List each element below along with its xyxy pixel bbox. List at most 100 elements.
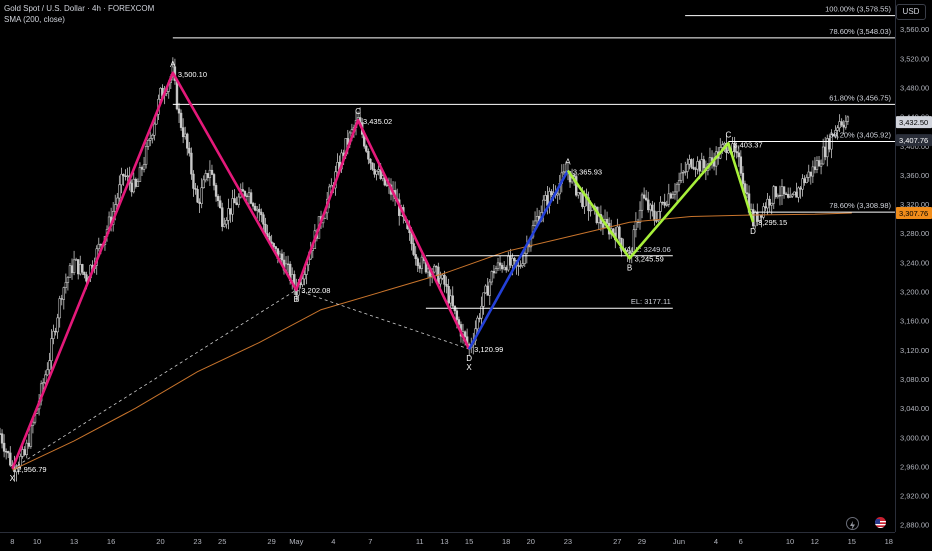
candle-body — [9, 452, 12, 466]
y-tick-label: 2,960.00 — [900, 462, 929, 471]
candle-body — [0, 433, 2, 435]
candle-body — [52, 330, 55, 339]
candle-body — [181, 127, 185, 138]
candle-body — [303, 274, 306, 280]
pattern-dashed-line — [296, 289, 470, 350]
x-tick-label: 23 — [193, 537, 201, 546]
candle-body — [31, 421, 35, 426]
candle-body — [601, 223, 605, 228]
candle-body — [661, 201, 664, 204]
candle-body — [764, 206, 767, 209]
candle-body — [694, 168, 697, 170]
candle-body — [435, 265, 438, 268]
candle-body — [809, 171, 813, 177]
candle-body — [64, 282, 68, 288]
price-tag-label: 3,432.50 — [899, 118, 928, 127]
candle-body — [120, 173, 123, 186]
y-tick-label: 3,520.00 — [900, 54, 929, 63]
fib-level-label: 100.00% (3,578.55) — [825, 5, 891, 14]
candle-body — [214, 185, 218, 197]
x-tick-label: Jun — [673, 537, 685, 546]
candle-body — [42, 382, 45, 385]
candle-body — [766, 198, 769, 209]
candle-body — [140, 167, 144, 170]
time-axis[interactable] — [0, 532, 895, 551]
x-tick-label: 29 — [267, 537, 275, 546]
candle-body — [237, 196, 240, 205]
candle-body — [274, 246, 277, 249]
candle-body — [663, 202, 666, 206]
candle-body — [124, 175, 127, 177]
x-tick-label: 4 — [714, 537, 718, 546]
indicator-label[interactable]: SMA (200, close) — [4, 15, 65, 24]
candle-body — [811, 166, 815, 177]
fib-level-label: 78.60% (3,308.98) — [829, 201, 891, 210]
pattern-point-letter: D — [750, 227, 756, 236]
y-tick-label: 3,240.00 — [900, 258, 929, 267]
candle-body — [245, 195, 249, 198]
candle-body — [227, 208, 230, 221]
candle-body — [83, 271, 86, 276]
candle-body — [336, 162, 339, 173]
candle-body — [192, 173, 195, 189]
candle-body — [375, 170, 378, 175]
chart-legend: Gold Spot / U.S. Dollar · 4h · FOREXCOM … — [4, 3, 154, 25]
candle-body — [805, 177, 808, 183]
lightning-icon[interactable] — [846, 517, 859, 530]
pattern-point-value: 3,120.99 — [474, 345, 503, 354]
candle-body — [74, 259, 78, 261]
candle-body — [772, 186, 775, 204]
candle-body — [85, 274, 88, 282]
x-tick-label: 8 — [10, 537, 14, 546]
fib-level-label: 78.60% (3,548.03) — [829, 27, 891, 36]
candle-body — [496, 262, 500, 269]
candle-body — [221, 207, 224, 227]
candle-body — [202, 179, 205, 189]
candle-body — [679, 172, 683, 181]
candle-body — [81, 264, 84, 273]
candle-body — [745, 192, 749, 195]
candle-body — [377, 169, 380, 172]
candle-body — [97, 243, 100, 250]
candle-body — [618, 226, 621, 239]
candle-body — [365, 145, 368, 152]
pattern-point-value: 3,435.02 — [363, 117, 392, 126]
candle-body — [241, 189, 245, 192]
candle-body — [667, 193, 671, 205]
candle-body — [99, 243, 103, 246]
candle-body — [72, 259, 76, 274]
candle-body — [188, 147, 191, 154]
x-tick-label: 18 — [885, 537, 893, 546]
fib-level-label: 38.20% (3,405.92) — [829, 130, 891, 139]
candle-body — [774, 186, 778, 198]
candle-body — [502, 267, 506, 270]
currency-button[interactable]: USD — [896, 4, 926, 20]
candle-body — [231, 198, 234, 215]
candle-body — [797, 187, 800, 198]
symbol-title[interactable]: Gold Spot / U.S. Dollar · 4h · FOREXCOM — [4, 4, 155, 13]
us-flag-icon[interactable] — [875, 517, 886, 528]
candle-body — [48, 360, 51, 371]
candle-body — [587, 197, 590, 211]
candle-body — [420, 256, 424, 269]
candle-body — [21, 449, 24, 457]
candle-body — [838, 121, 841, 129]
price-axis[interactable] — [895, 0, 932, 532]
candle-body — [813, 166, 817, 170]
price-tag-label: 3,307.76 — [899, 209, 928, 218]
candle-body — [200, 187, 203, 204]
pattern-point-letter: A — [565, 158, 571, 167]
candle-body — [223, 223, 226, 227]
candle-body — [577, 192, 580, 196]
x-tick-label: 13 — [70, 537, 78, 546]
candle-body — [426, 268, 430, 273]
candle-body — [739, 156, 743, 174]
candle-body — [721, 144, 724, 148]
candle-body — [416, 258, 419, 266]
candle-body — [795, 191, 798, 198]
y-tick-label: 2,920.00 — [900, 492, 929, 501]
candle-body — [488, 281, 491, 296]
